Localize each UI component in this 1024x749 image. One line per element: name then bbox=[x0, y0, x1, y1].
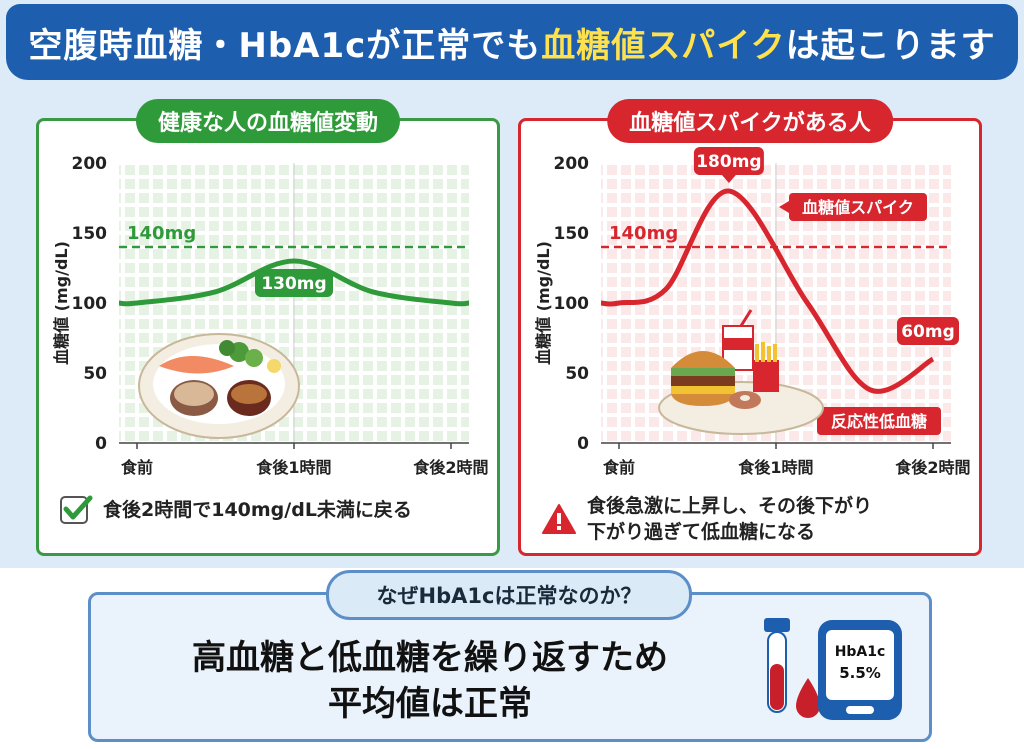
healthy-peak-callout: 130mg bbox=[255, 269, 333, 297]
why-line1: 高血糖と低血糖を繰り返すため bbox=[192, 638, 668, 678]
r-x-tick-2: 食後2時間 bbox=[894, 458, 970, 477]
spike-panel: 血糖値スパイクがある人 0 50 100 150 200 食前 食後1時間 食後2時間 血糖… bbox=[518, 99, 982, 556]
r-x-tick-1: 食後1時間 bbox=[737, 458, 813, 477]
spike-peak-label: 180mg bbox=[696, 152, 761, 172]
r-y-tick-50: 50 bbox=[565, 364, 589, 384]
spike-peak-callout: 180mg bbox=[693, 147, 764, 183]
banner-text-1: 空腹時血糖・HbA1cが正常でも bbox=[28, 25, 542, 66]
g-y-tick-150: 150 bbox=[72, 224, 108, 244]
g-y-tick-100: 100 bbox=[72, 294, 108, 314]
spike-note-line2: 下がり過ぎて低血糖になる bbox=[587, 521, 816, 543]
low-tag: 反応性低血糖 bbox=[817, 407, 941, 435]
healthy-note-text: 食後2時間で140mg/dL未満に戻る bbox=[103, 499, 412, 521]
blood-drop-icon bbox=[796, 678, 820, 718]
r-x-tick-0: 食前 bbox=[602, 458, 635, 477]
g-x-tick-2: 食後2時間 bbox=[412, 458, 488, 477]
spike-tag-label: 血糖値スパイク bbox=[802, 198, 914, 217]
healthy-y-ticks: 0 50 100 150 200 bbox=[72, 154, 108, 454]
warning-icon bbox=[542, 504, 576, 534]
spike-threshold-label: 140mg bbox=[609, 223, 678, 244]
healthy-x-ticks: 食前 食後1時間 食後2時間 bbox=[120, 443, 489, 477]
healthy-chart: 0 50 100 150 200 食前 食後1時間 食後2時間 血糖値 (mg/dL) 14… bbox=[52, 154, 489, 477]
healthy-note: 食後2時間で140mg/dL未満に戻る bbox=[59, 493, 412, 527]
device-text-1: HbA1c bbox=[835, 644, 886, 660]
healthy-threshold-label: 140mg bbox=[127, 223, 196, 244]
spike-tag: 血糖値スパイク bbox=[779, 193, 927, 221]
banner-highlight: 血糖値スパイク bbox=[541, 25, 786, 66]
r-y-tick-0: 0 bbox=[577, 434, 589, 454]
check-icon bbox=[60, 495, 93, 524]
g-x-tick-1: 食後1時間 bbox=[255, 458, 331, 477]
healthy-title: 健康な人の血糖値変動 bbox=[135, 99, 401, 143]
spike-x-ticks: 食前 食後1時間 食後2時間 bbox=[602, 443, 971, 477]
why-title: なぜHbA1cは正常なのか？ bbox=[326, 570, 692, 620]
g-y-tick-50: 50 bbox=[83, 364, 107, 384]
device-text-2: 5.5% bbox=[839, 664, 881, 682]
healthy-y-axis-label: 血糖値 (mg/dL) bbox=[52, 241, 71, 365]
hba1c-device-icon: HbA1c 5.5% bbox=[764, 618, 902, 720]
healthy-panel: 健康な人の血糖値変動 0 50 100 150 200 食前 食後1時間 食後2時間 血糖値… bbox=[36, 99, 500, 556]
spike-y-ticks: 0 50 100 150 200 bbox=[554, 154, 590, 454]
low-tag-label: 反応性低血糖 bbox=[831, 412, 927, 431]
banner-text-2: は起こります bbox=[785, 25, 996, 66]
g-y-tick-200: 200 bbox=[72, 154, 108, 174]
r-y-tick-200: 200 bbox=[554, 154, 590, 174]
healthy-meal-icon bbox=[138, 333, 300, 439]
title-banner: 空腹時血糖・HbA1cが正常でも 血糖値スパイク は起こります bbox=[6, 4, 1018, 80]
blood-tube-icon bbox=[764, 618, 790, 713]
end-callout: 60mg bbox=[897, 317, 959, 345]
spike-note: 食後急激に上昇し、その後下がり 下がり過ぎて低血糖になる bbox=[541, 493, 872, 545]
spike-chart: 0 50 100 150 200 食前 食後1時間 食後2時間 血糖値 (mg/dL) 14… bbox=[534, 147, 971, 477]
spike-title: 血糖値スパイクがある人 bbox=[607, 99, 893, 143]
spike-note-line1: 食後急激に上昇し、その後下がり bbox=[587, 495, 873, 517]
spike-glucose-line bbox=[600, 188, 935, 394]
meter-icon: HbA1c 5.5% bbox=[818, 620, 902, 720]
r-y-tick-150: 150 bbox=[554, 224, 590, 244]
why-line2: 平均値は正常 bbox=[328, 684, 532, 724]
spike-end-label: 60mg bbox=[901, 322, 955, 342]
spike-y-axis-label: 血糖値 (mg/dL) bbox=[534, 241, 553, 365]
g-x-tick-0: 食前 bbox=[120, 458, 153, 477]
healthy-glucose-line bbox=[118, 258, 470, 307]
r-y-tick-100: 100 bbox=[554, 294, 590, 314]
fast-food-icon bbox=[658, 309, 824, 435]
healthy-peak-label: 130mg bbox=[261, 274, 326, 294]
g-y-tick-0: 0 bbox=[95, 434, 107, 454]
